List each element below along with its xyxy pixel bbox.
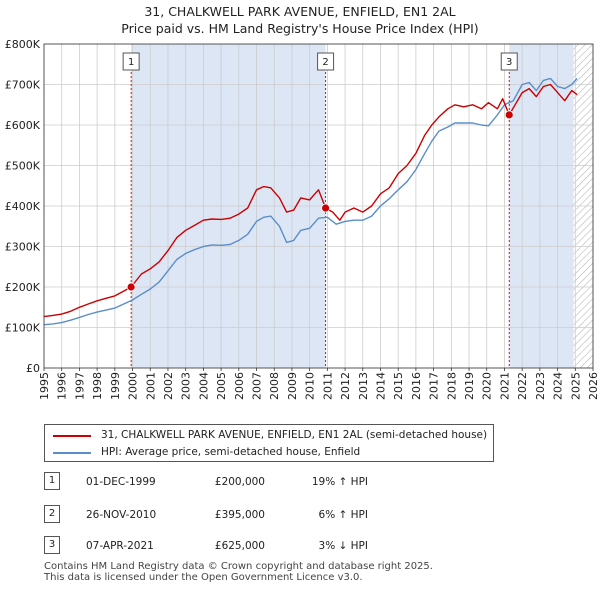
- y-tick-label: £400K: [5, 200, 41, 213]
- chart-title: 31, CHALKWELL PARK AVENUE, ENFIELD, EN1 …: [0, 3, 600, 37]
- x-tick-label: 2005: [215, 372, 228, 400]
- x-tick-label: 2021: [498, 372, 511, 400]
- sale-price: £395,000: [214, 509, 265, 521]
- x-tick-label: 2015: [392, 372, 405, 400]
- footer-licence: This data is licensed under the Open Gov…: [44, 572, 363, 583]
- x-tick-label: 2022: [516, 372, 529, 400]
- y-tick-label: £800K: [5, 38, 41, 51]
- x-tick-label: 2002: [162, 372, 175, 400]
- x-tick-label: 2019: [463, 372, 476, 400]
- x-tick-label: 2018: [445, 372, 458, 400]
- plot-frame: [43, 43, 594, 369]
- x-tick-label: 2011: [321, 372, 334, 400]
- sale-point: [504, 110, 514, 120]
- hpi-line: [43, 77, 578, 326]
- x-tick-label: 2013: [357, 372, 370, 400]
- footer-copyright: Contains HM Land Registry data © Crown c…: [44, 561, 433, 572]
- legend-label-hpi: HPI: Average price, semi-detached house,…: [101, 446, 361, 458]
- x-tick-label: 1997: [73, 372, 86, 400]
- x-tick-label: 2023: [534, 372, 547, 400]
- x-tick-label: 2003: [180, 372, 193, 400]
- sale-row: 3 07-APR-2021 £625,000 3% ↓ HPI: [0, 536, 600, 556]
- legend: 31, CHALKWELL PARK AVENUE, ENFIELD, EN1 …: [44, 424, 494, 462]
- x-tick-label: 2004: [197, 372, 210, 400]
- x-tick-label: 2012: [339, 372, 352, 400]
- x-tick-label: 2020: [481, 372, 494, 400]
- footer: Contains HM Land Registry data © Crown c…: [44, 561, 433, 583]
- x-tick-label: 1998: [91, 372, 104, 400]
- y-tick-label: £100K: [5, 322, 41, 335]
- x-tick-label: 2026: [587, 372, 600, 400]
- price-chart: £0 £100K £200K £300K £400K £500K £600K £700K £80…: [5, 38, 600, 400]
- y-tick-label: £500K: [5, 160, 41, 173]
- legend-swatch-hpi: [53, 452, 91, 454]
- x-tick-label: 2008: [268, 372, 281, 400]
- x-tick-label: 2009: [286, 372, 299, 400]
- x-tick-label: 2024: [552, 372, 565, 400]
- sale-date: 26-NOV-2010: [86, 509, 157, 521]
- x-tick-label: 1999: [109, 372, 122, 400]
- x-tick-label: 2000: [127, 372, 140, 400]
- y-tick-label: £0: [26, 362, 40, 375]
- x-tick-label: 2010: [304, 372, 317, 400]
- y-tick-label: £200K: [5, 281, 41, 294]
- sale-marker-label: 1: [128, 57, 134, 68]
- x-tick-label: 2006: [233, 372, 246, 400]
- sale-price: £625,000: [214, 540, 265, 552]
- title-line-2: Price paid vs. HM Land Registry's House …: [121, 21, 479, 36]
- sale-price: £200,000: [214, 476, 265, 488]
- title-line-1: 31, CHALKWELL PARK AVENUE, ENFIELD, EN1 …: [144, 4, 456, 19]
- sale-date: 07-APR-2021: [86, 540, 154, 552]
- legend-label-property: 31, CHALKWELL PARK AVENUE, ENFIELD, EN1 …: [101, 429, 488, 441]
- sale-number-badge: 3: [44, 536, 60, 554]
- legend-swatch-property: [53, 435, 91, 437]
- y-tick-label: £700K: [5, 79, 41, 92]
- sale-marker-box: [122, 52, 140, 71]
- sale-marker-label: 3: [506, 57, 512, 68]
- x-tick-label: 2017: [428, 372, 441, 400]
- sale-date: 01-DEC-1999: [86, 476, 156, 488]
- x-tick-label: 2001: [144, 372, 157, 400]
- sale-number-badge: 1: [44, 472, 60, 490]
- sale-marker-label: 2: [322, 57, 328, 68]
- sale-hpi-diff: 19% ↑ HPI: [311, 476, 368, 488]
- y-tick-label: £600K: [5, 119, 41, 132]
- sale-hpi-diff: 6% ↑ HPI: [318, 509, 368, 521]
- x-tick-label: 2025: [569, 372, 582, 400]
- sale-number-badge: 2: [44, 505, 60, 523]
- sale-hpi-diff: 3% ↓ HPI: [318, 540, 368, 552]
- y-tick-label: £300K: [5, 241, 41, 254]
- x-tick-label: 2016: [410, 372, 423, 400]
- sale-point: [321, 203, 330, 213]
- sale-row: 1 01-DEC-1999 £200,000 19% ↑ HPI: [0, 472, 600, 492]
- sale-marker-box: [317, 52, 335, 71]
- x-tick-label: 1995: [38, 372, 51, 400]
- x-tick-label: 2014: [374, 372, 387, 400]
- sale-point: [126, 282, 136, 292]
- sale-marker-box: [500, 52, 518, 71]
- x-tick-label: 2007: [251, 372, 264, 400]
- x-tick-label: 1996: [56, 372, 69, 400]
- sale-row: 2 26-NOV-2010 £395,000 6% ↑ HPI: [0, 505, 600, 525]
